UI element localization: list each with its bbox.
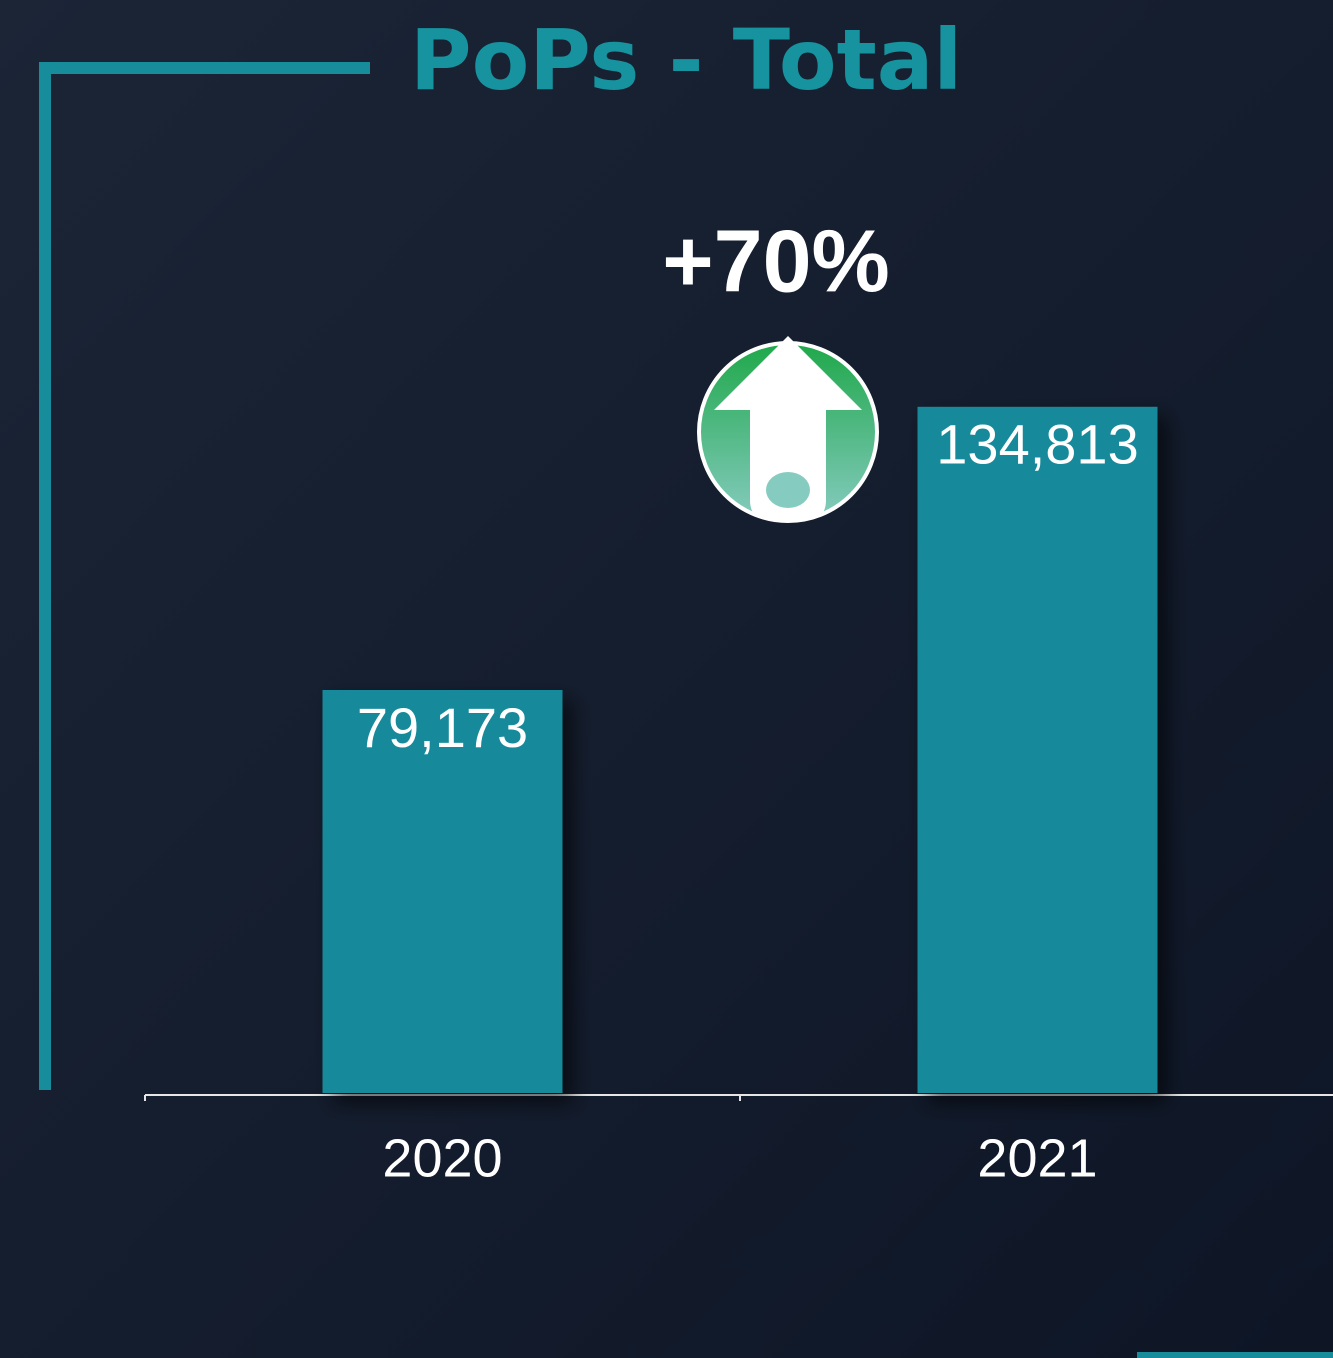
up-arrow-icon: [697, 336, 879, 523]
bar: [322, 690, 563, 1093]
x-tick-label: 2020: [382, 1128, 502, 1188]
value-label: 79,173: [357, 696, 528, 759]
bar: [917, 406, 1158, 1093]
corner-accent: [1137, 1352, 1333, 1358]
value-label: 134,813: [936, 413, 1138, 476]
x-tick-label: 2021: [977, 1128, 1097, 1188]
frame-bracket: [39, 62, 370, 1090]
annotation: +70%: [662, 211, 890, 310]
chart-title: PoPs - Total: [410, 11, 962, 109]
